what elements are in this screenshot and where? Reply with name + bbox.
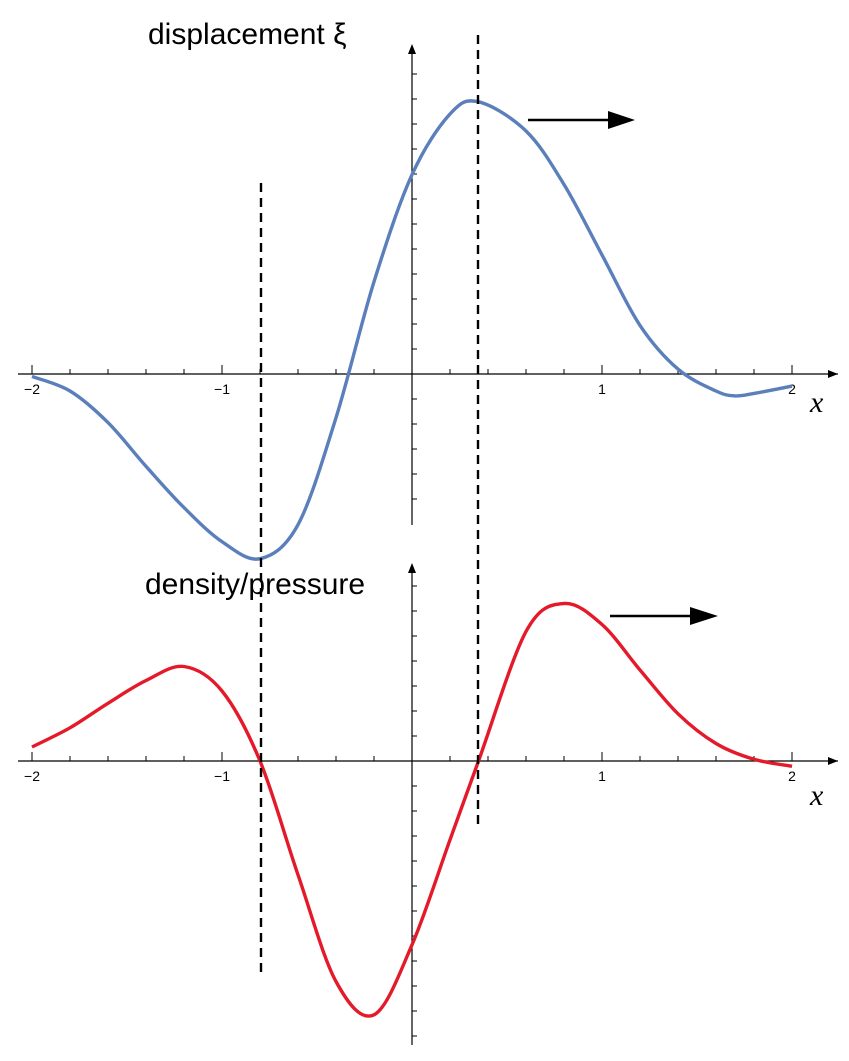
bottom-x-tick-label: −2	[24, 768, 40, 784]
bottom-y-axis-label: density/pressure	[145, 568, 365, 601]
displacement-curve	[31, 99, 793, 561]
bottom-x-tick-label: 1	[598, 768, 606, 784]
bottom-y-ticks	[412, 585, 417, 1037]
top-x-tick-label: −1	[214, 381, 230, 397]
top-arrow	[528, 111, 635, 129]
displacement-plot: −2 −1 1 2 displacement ξ x	[18, 18, 838, 561]
bottom-x-axis-arrow	[828, 757, 838, 765]
density-curve	[31, 601, 793, 1018]
bottom-y-axis-arrow	[408, 563, 416, 573]
top-y-axis-label: displacement ξ	[148, 18, 347, 51]
top-tick-labels: −2 −1 1 2	[24, 381, 796, 397]
bottom-x-tick-label: 2	[788, 768, 796, 784]
top-x-axis-label: x	[809, 386, 824, 419]
top-x-ticks	[31, 365, 793, 374]
top-x-tick-label: 2	[788, 381, 796, 397]
top-x-axis-arrow	[828, 370, 838, 378]
density-plot: −2 −1 1 2 density/pressure x	[18, 563, 838, 1045]
top-x-tick-label: 1	[598, 381, 606, 397]
bottom-x-axis-label: x	[809, 779, 824, 812]
top-x-tick-label: −2	[24, 381, 40, 397]
bottom-tick-labels: −2 −1 1 2	[24, 768, 796, 784]
top-y-ticks	[412, 73, 417, 500]
bottom-arrow	[610, 607, 718, 625]
top-y-axis-arrow	[408, 44, 416, 54]
bottom-x-tick-label: −1	[214, 768, 230, 784]
